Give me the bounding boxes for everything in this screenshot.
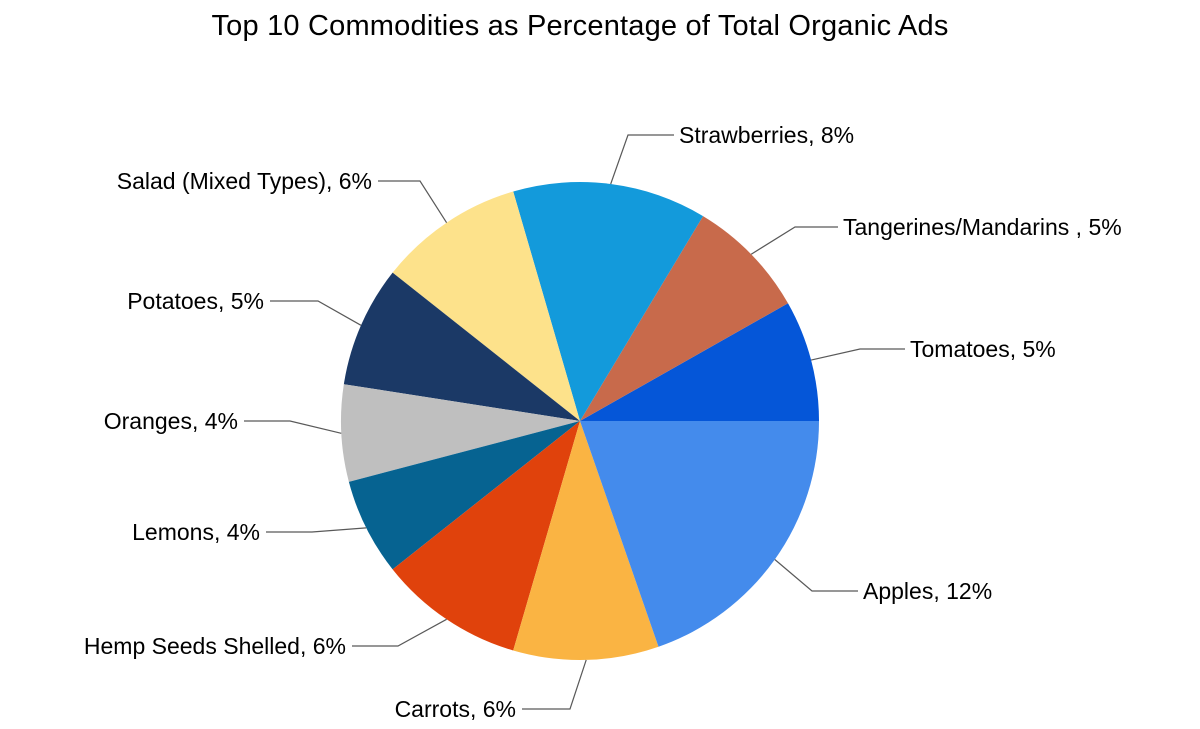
slice-strawberries — [513, 181, 704, 421]
slice-label-oranges: Oranges, 4% — [104, 408, 238, 434]
leader-line-salad-mixed-types — [378, 180, 448, 224]
leader-line-oranges — [244, 420, 342, 434]
leader-line-potatoes — [270, 300, 362, 326]
slice-label-strawberries: Strawberries, 8% — [679, 122, 854, 148]
leader-lines — [244, 134, 905, 710]
leader-line-tomatoes — [810, 348, 905, 361]
slice-label-apples: Apples, 12% — [863, 578, 992, 604]
slice-label-tangerines-mandarins: Tangerines/Mandarins , 5% — [843, 214, 1122, 240]
slice-label-salad-mixed-types: Salad (Mixed Types), 6% — [117, 168, 372, 194]
pie-slices — [341, 181, 819, 661]
leader-line-strawberries — [610, 134, 674, 185]
slice-label-potatoes: Potatoes, 5% — [127, 288, 264, 314]
leader-line-apples — [774, 559, 858, 592]
slice-label-hemp-seeds-shelled: Hemp Seeds Shelled, 6% — [84, 633, 346, 659]
chart-title: Top 10 Commodities as Percentage of Tota… — [211, 10, 949, 42]
slice-lemons — [348, 421, 580, 570]
leader-line-tangerines-mandarins — [750, 226, 838, 255]
slice-carrots — [513, 421, 659, 661]
slice-apples — [580, 421, 819, 647]
slice-label-tomatoes: Tomatoes, 5% — [910, 336, 1056, 362]
slice-label-lemons: Lemons, 4% — [132, 519, 260, 545]
leader-line-carrots — [522, 659, 587, 710]
slice-label-carrots: Carrots, 6% — [395, 696, 516, 722]
slice-labels: Tomatoes, 5% Tangerines/Mandarins , 5% Str… — [84, 122, 1122, 722]
leader-line-lemons — [266, 527, 367, 533]
leader-line-hemp-seeds-shelled — [352, 618, 447, 647]
slice-salad-mixed-types — [392, 191, 580, 421]
slice-potatoes — [343, 272, 580, 421]
slice-tomatoes — [580, 303, 819, 421]
slice-hemp-seeds-shelled — [392, 421, 580, 651]
slice-oranges — [341, 384, 580, 482]
slice-tangerines-mandarins — [580, 216, 788, 421]
